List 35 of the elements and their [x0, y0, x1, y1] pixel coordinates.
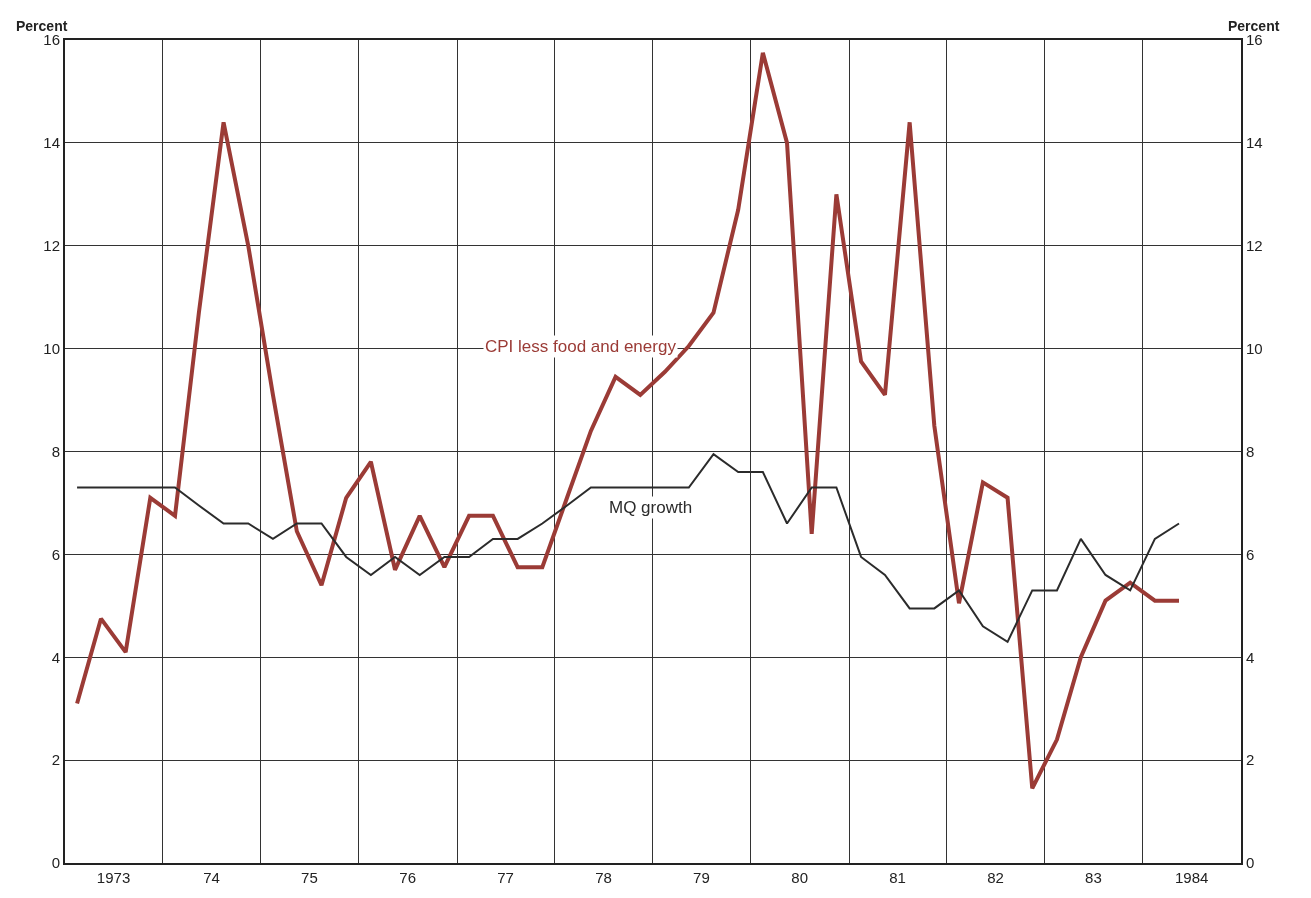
y-tick-label: 0 — [51, 854, 60, 872]
x-tick-label: 82 — [987, 869, 1004, 886]
y2-axis-title: Percent — [1228, 18, 1280, 34]
x-tick-label: 1984 — [1174, 869, 1209, 886]
x-tick-label: 74 — [203, 869, 220, 886]
x-tick-label: 75 — [301, 869, 318, 886]
x-tick-label: 76 — [399, 869, 416, 886]
y2-tick-label: 16 — [1246, 31, 1263, 49]
y-tick-label: 4 — [51, 648, 60, 666]
y-axis-title: Percent — [16, 18, 68, 34]
x-tick-label: 79 — [693, 869, 710, 886]
y-tick-label: 6 — [51, 545, 60, 563]
y-tick-label: 16 — [43, 31, 60, 49]
x-tick-label: 80 — [791, 869, 808, 886]
x-tick-label: 77 — [497, 869, 514, 886]
x-tick-label: 81 — [889, 869, 906, 886]
x-tick-label: 83 — [1085, 869, 1102, 886]
y-tick-label: 8 — [51, 442, 60, 460]
y2-tick-label: 8 — [1246, 442, 1255, 460]
y2-tick-label: 12 — [1246, 237, 1263, 254]
line-series — [75, 50, 1182, 791]
y2-tick-label: 10 — [1246, 339, 1263, 357]
y2-tick-label: 0 — [1246, 854, 1255, 872]
x-tick-label: 78 — [595, 869, 612, 886]
y-tick-label: 2 — [51, 751, 60, 769]
series-label: MQ growth — [609, 498, 693, 517]
y2-tick-label: 2 — [1246, 751, 1255, 769]
y-tick-label: 14 — [43, 134, 60, 152]
y2-tick-label: 14 — [1246, 134, 1263, 152]
x-tick-label: 1973 — [96, 869, 131, 886]
y2-tick-label: 6 — [1246, 545, 1255, 563]
y-tick-label: 10 — [43, 339, 60, 357]
y2-tick-label: 4 — [1246, 648, 1255, 666]
y-tick-label: 12 — [43, 237, 60, 254]
series-label: CPI less food and energy — [485, 337, 677, 356]
